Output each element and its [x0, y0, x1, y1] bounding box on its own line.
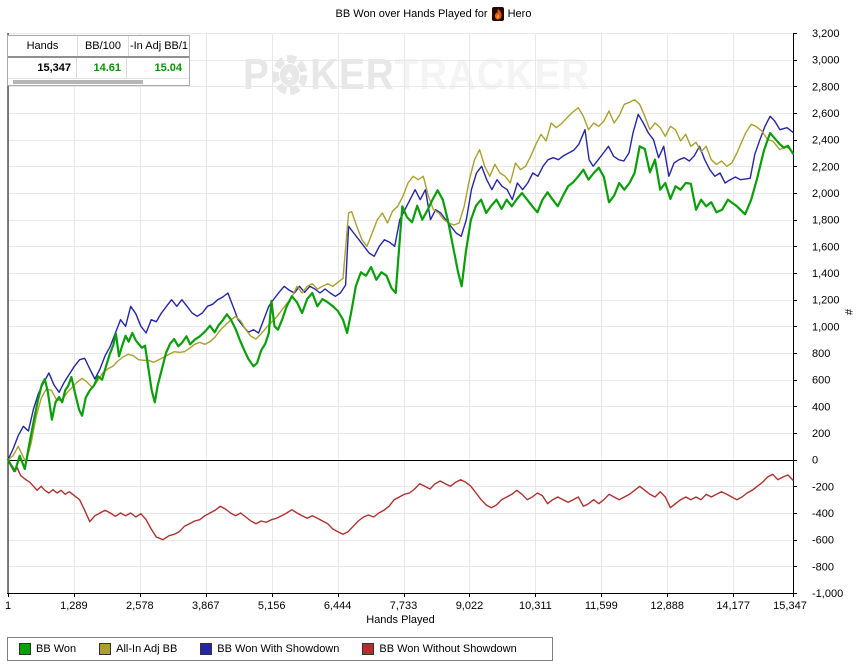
- y-tick-label: 3,200: [812, 28, 840, 40]
- stats-table: Hands BB/100 -In Adj BB/1 15,347 14.61 1…: [7, 35, 190, 86]
- y-tick-label: 2,800: [812, 81, 840, 93]
- y-tick-label: 1,000: [812, 321, 840, 333]
- x-tick-label: 2,578: [126, 600, 154, 612]
- table-hscrollbar-thumb[interactable]: [13, 80, 143, 84]
- legend-item: BB Won Without Showdown: [362, 643, 517, 655]
- y-tick-label: 0: [812, 455, 818, 467]
- y-tick-label: 2,600: [812, 108, 840, 120]
- y-tick-label: 1,600: [812, 241, 840, 253]
- legend-color-swatch: [99, 643, 112, 655]
- x-tick-label: 14,177: [716, 600, 750, 612]
- y-tick-label: 2,200: [812, 161, 840, 173]
- column-header-bb-per-100[interactable]: BB/100: [78, 36, 129, 56]
- y-tick-label: 1,400: [812, 268, 840, 280]
- svg-text:♠: ♠: [286, 66, 294, 83]
- y-tick-label: -400: [812, 508, 834, 520]
- allin-adj-value: 15.04: [154, 62, 182, 74]
- y-tick-label: -1,000: [812, 588, 843, 600]
- x-tick-label: 1: [5, 600, 11, 612]
- legend-item: BB Won: [19, 643, 76, 655]
- column-header-allin-adj[interactable]: -In Adj BB/1: [129, 40, 189, 52]
- x-tick-label: 15,347: [773, 600, 807, 612]
- stats-table-row: 15,347 14.61 15.04: [8, 58, 189, 78]
- legend-label: All-In Adj BB: [116, 643, 178, 655]
- y-tick-label: 200: [812, 428, 830, 440]
- legend-label: BB Won: [36, 643, 77, 655]
- x-tick-label: 5,156: [258, 600, 286, 612]
- y-tick-label: 400: [812, 401, 830, 413]
- legend-color-swatch: [362, 643, 375, 655]
- legend: BB Won All-In Adj BB BB Won With Showdown B…: [7, 637, 553, 661]
- legend-item: All-In Adj BB: [99, 643, 177, 655]
- stats-table-header-row: Hands BB/100 -In Adj BB/1: [8, 36, 189, 58]
- y-tick-label: 1,200: [812, 295, 840, 307]
- y-tick-label: -200: [812, 481, 834, 493]
- series-line-bb-won-with-showdown: [7, 113, 794, 461]
- legend-color-swatch: [19, 643, 31, 655]
- legend-color-swatch: [200, 643, 213, 655]
- legend-label: BB Won Without Showdown: [379, 643, 517, 655]
- series-line-all-in-adj-bb: [7, 98, 794, 463]
- series-line-bb-won-without-showdown: [7, 459, 794, 541]
- x-tick-label: 1,289: [60, 600, 88, 612]
- y-tick-label: 2,000: [812, 188, 840, 200]
- y-tick-label: 2,400: [812, 135, 840, 147]
- flame-avatar-icon: [491, 7, 504, 21]
- x-tick-label: 7,733: [390, 600, 418, 612]
- series-line-bb-won: [6, 131, 795, 473]
- watermark-text: TRACKER: [394, 50, 591, 99]
- legend-label: BB Won With Showdown: [217, 643, 340, 655]
- column-header-hands[interactable]: Hands: [8, 36, 78, 56]
- hands-value: 15,347: [8, 58, 77, 78]
- chart-title-text: BB Won over Hands Played for: [335, 8, 488, 20]
- legend-item: BB Won With Showdown: [200, 643, 339, 655]
- y-tick-label: 600: [812, 375, 830, 387]
- watermark-text: P: [243, 50, 270, 99]
- x-tick-label: 9,022: [456, 600, 484, 612]
- y-tick-label: 800: [812, 348, 830, 360]
- x-tick-label: 11,599: [585, 600, 618, 612]
- stats-table-scroll-track: [8, 78, 189, 85]
- bb-per-100-value: 14.61: [77, 58, 127, 78]
- x-tick-label: 3,867: [192, 600, 220, 612]
- y-axis-title: #: [842, 308, 855, 316]
- y-tick-label: -800: [812, 561, 834, 573]
- watermark-text: KER: [310, 50, 395, 99]
- poker-chip-spade-icon: ♠: [272, 55, 308, 95]
- y-tick-label: 1,800: [812, 215, 840, 227]
- pokertracker-watermark: P ♠ KER TRACKER: [243, 50, 590, 100]
- x-tick-label: 12,888: [650, 600, 684, 612]
- x-tick-label: 6,444: [324, 600, 352, 612]
- y-tick-label: -600: [812, 535, 834, 547]
- player-name: Hero: [507, 8, 532, 20]
- chart-title: BB Won over Hands Played for Hero: [0, 7, 867, 21]
- x-axis-title: Hands Played: [366, 614, 435, 626]
- y-tick-label: 3,000: [812, 55, 840, 67]
- x-tick-label: 10,311: [519, 600, 552, 612]
